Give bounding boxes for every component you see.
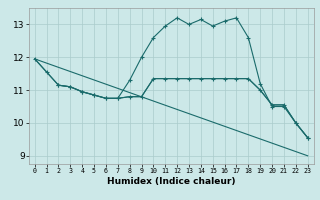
- X-axis label: Humidex (Indice chaleur): Humidex (Indice chaleur): [107, 177, 236, 186]
